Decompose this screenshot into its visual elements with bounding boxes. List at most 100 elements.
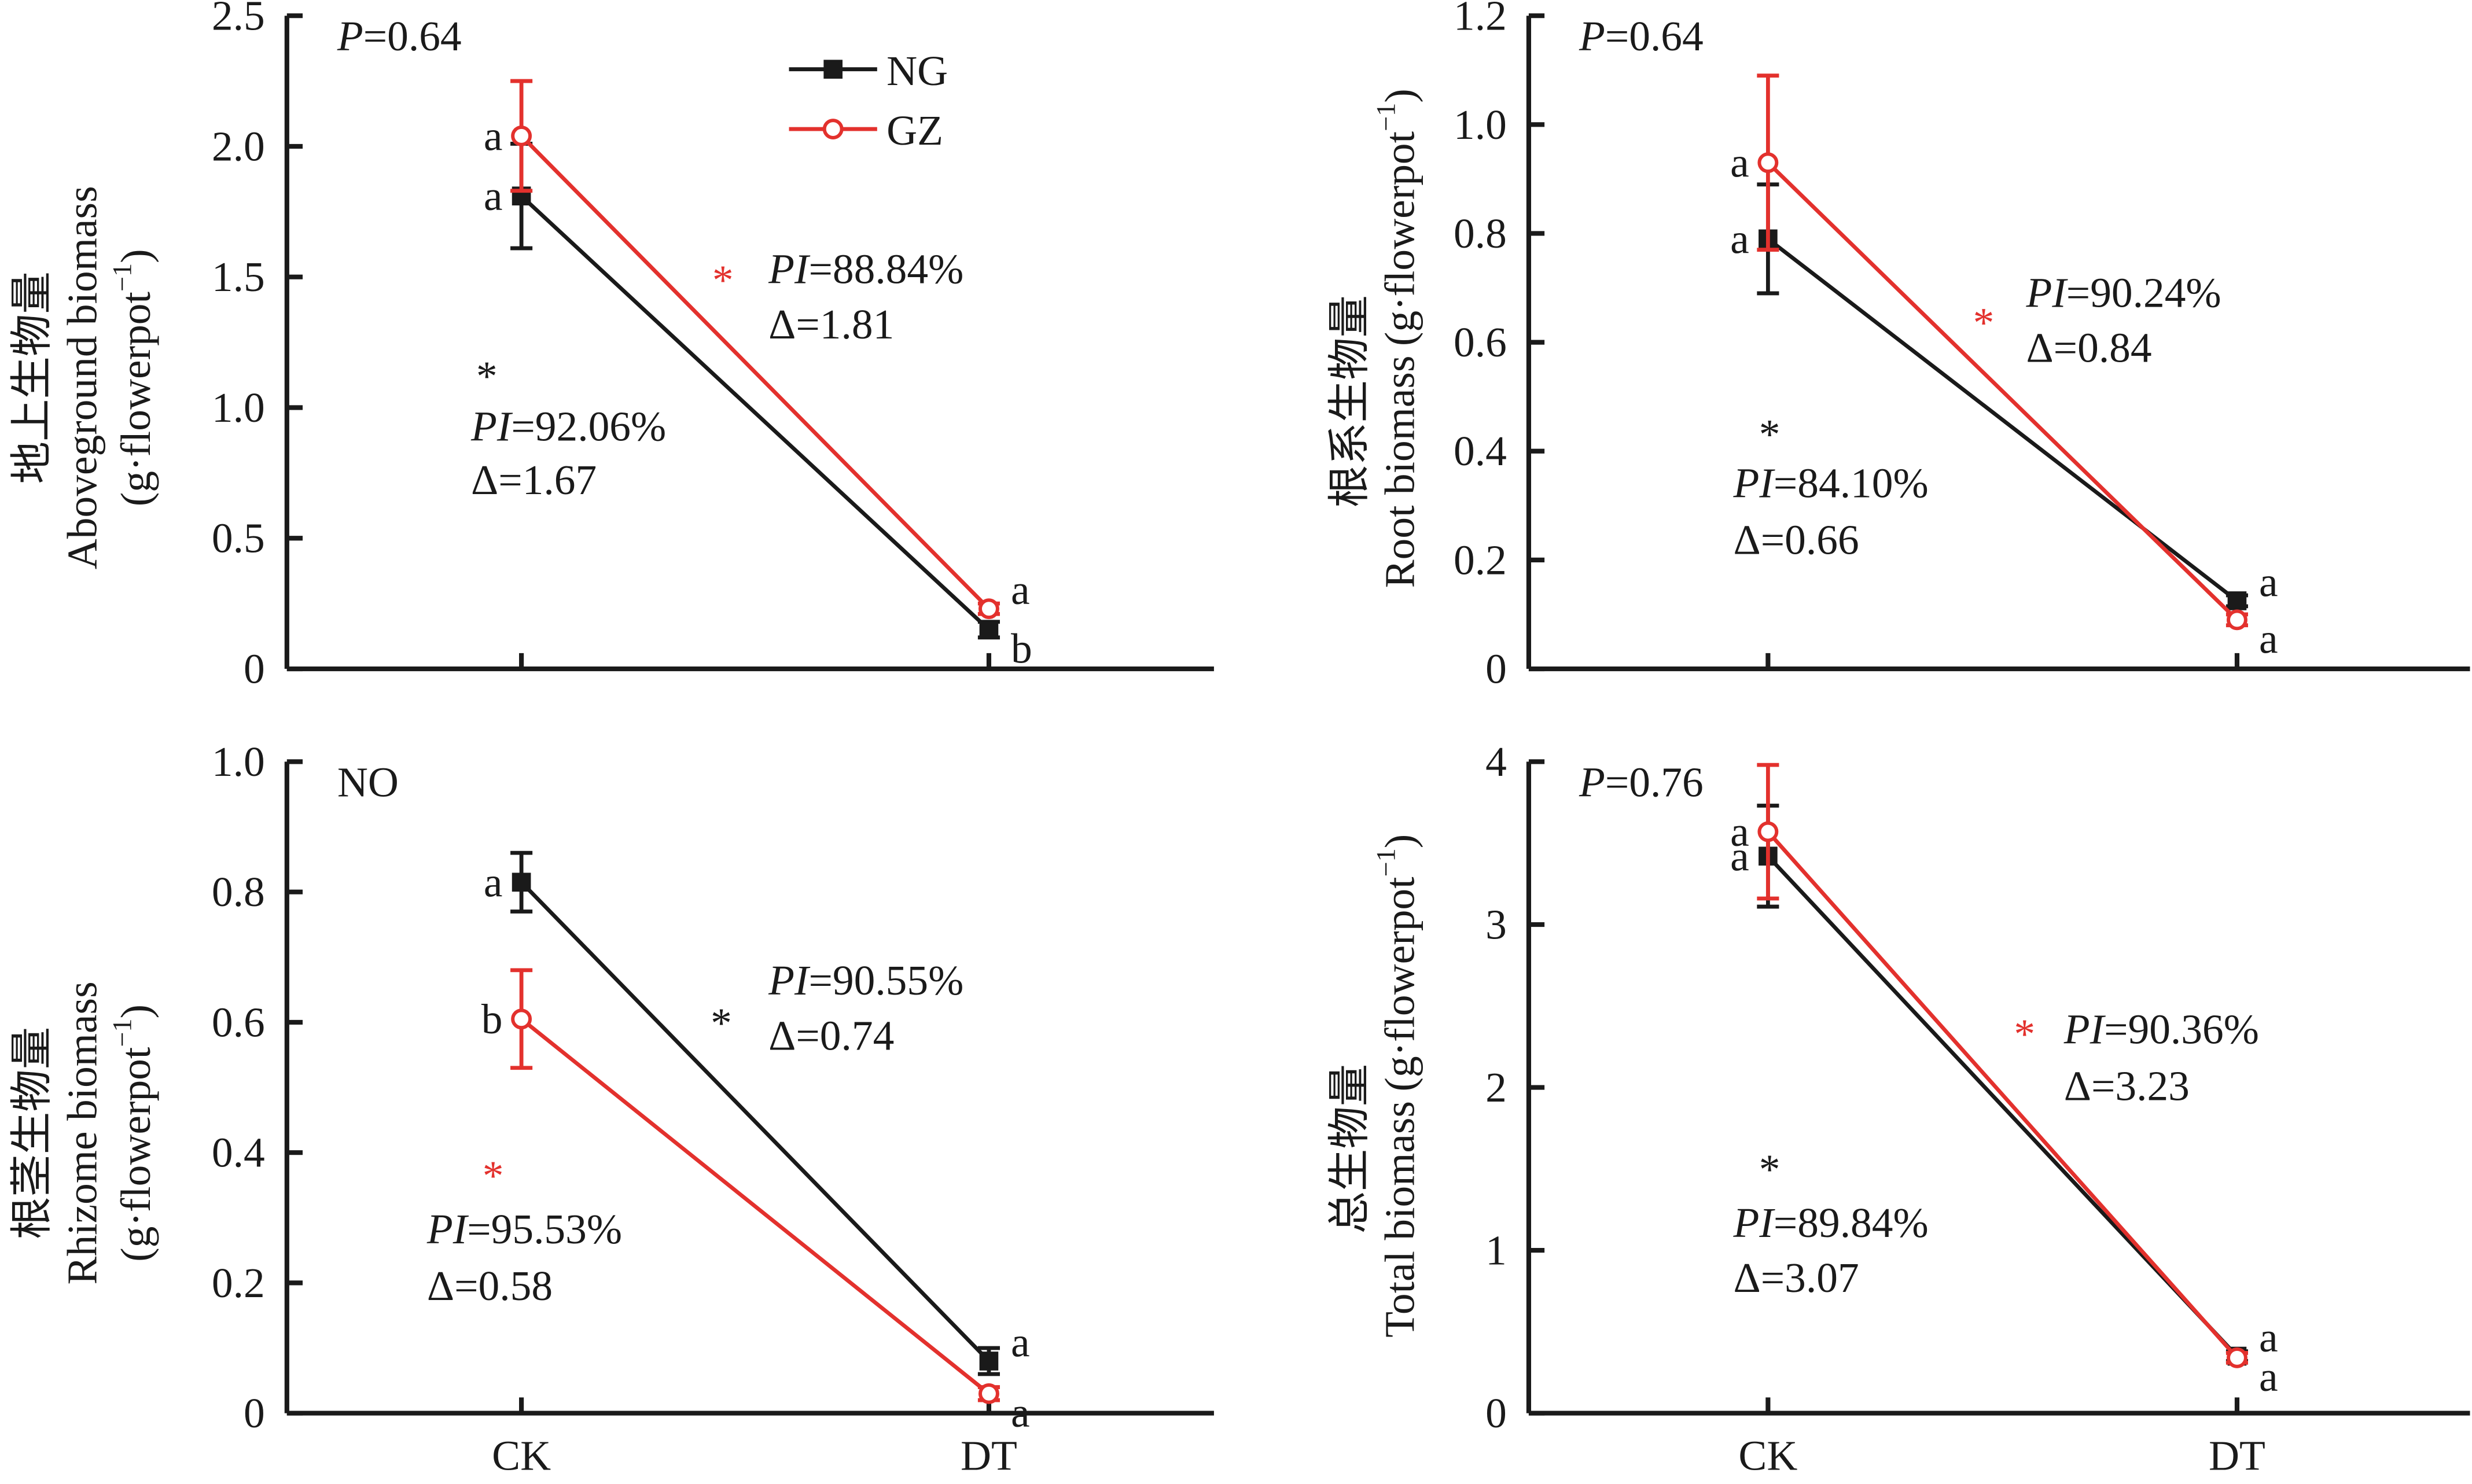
y-axis-label-line2: Total biomass (g·flowerpot−1): [1372, 834, 1423, 1338]
data-point-gz: [978, 598, 999, 620]
significance-star: *: [476, 353, 498, 400]
y-axis-label-unit: (g·flowerpot−1): [108, 1004, 160, 1262]
significance-letter: a: [2259, 1314, 2278, 1361]
significance-letter: a: [1730, 808, 1749, 855]
y-tick-label: 0.2: [212, 1260, 265, 1306]
y-tick-label: 0: [244, 1390, 265, 1437]
significance-letter: a: [1730, 215, 1749, 262]
pi-text: PI=92.06%: [470, 403, 666, 450]
series-GZ: aa: [484, 79, 1030, 620]
pi-value: =89.84%: [1774, 1199, 1929, 1246]
y-axis-label-unit: (g·flowerpot−1): [108, 249, 160, 506]
y-axis-label-cn: 根茎生物量: [9, 1027, 56, 1239]
unit-text: (g·flowerpot: [1376, 877, 1423, 1091]
p-symbol: P: [337, 13, 363, 60]
significance-letter: a: [2259, 558, 2278, 605]
y-axis-label-cn: 根系生物量: [1326, 295, 1373, 507]
unit-close: ): [112, 1004, 159, 1018]
y-tick-label: 1.5: [212, 253, 265, 300]
y-axis-label: 根茎生物量 Rhizome biomass (g·flowerpot−1): [9, 981, 160, 1284]
label-en: Total biomass: [1376, 1101, 1423, 1338]
y-tick-label: 0: [1485, 1390, 1507, 1437]
p-value-label: P=0.64: [337, 13, 462, 60]
pi-symbol: PI: [470, 403, 513, 450]
p-value-label: NO: [337, 758, 399, 805]
unit-superscript: −1: [1372, 848, 1401, 877]
significance-star: *: [1973, 299, 1995, 346]
significance-letter: a: [1011, 566, 1030, 613]
legend-item-NG: NG: [789, 47, 948, 94]
delta-text: Δ=1.81: [768, 301, 894, 348]
data-point-gz: [1757, 152, 1779, 174]
pi-value: =90.55%: [808, 957, 963, 1004]
pi-symbol: PI: [2025, 269, 2068, 316]
unit-text: (g·flowerpot: [112, 1047, 159, 1262]
p-value-label: P=0.64: [1579, 13, 1704, 60]
p-value: =0.76: [1605, 758, 1704, 805]
pi-annotation-GZ: * PI=95.53% Δ=0.58: [426, 1152, 622, 1309]
unit-superscript: −1: [108, 263, 138, 292]
data-point-gz: [978, 1383, 999, 1404]
y-tick-label: 1.0: [212, 384, 265, 431]
significance-star: *: [711, 1000, 732, 1047]
y-tick-label: 0: [244, 645, 265, 692]
x-tick-label: CK: [492, 1433, 551, 1479]
pi-value: =84.10%: [1774, 460, 1929, 507]
pi-symbol: PI: [1733, 1199, 1776, 1246]
pi-text: PI=95.53%: [426, 1206, 622, 1253]
x-tick-label: DT: [961, 1433, 1017, 1479]
pi-text: PI=90.24%: [2025, 269, 2221, 316]
y-tick-label: 0.8: [1454, 210, 1507, 257]
y-tick-label: 1.0: [1454, 101, 1507, 148]
unit-superscript: −1: [108, 1018, 138, 1047]
y-tick-label: 0.4: [1454, 428, 1507, 474]
data-point-ng: [979, 1352, 999, 1371]
y-tick-label: 1.2: [1454, 0, 1507, 39]
x-tick-label: DT: [2209, 1433, 2265, 1479]
data-point-ng: [512, 872, 531, 892]
y-tick-label: 0.4: [212, 1129, 265, 1176]
unit-close: ): [112, 249, 159, 263]
series-GZ: aa: [1730, 763, 2278, 1400]
legend-item-GZ: GZ: [789, 107, 943, 154]
y-tick-label: 0.8: [212, 868, 265, 915]
legend-marker-circle: [822, 119, 844, 139]
panel-bottom-right: 0 1 2 3 4 CK DT 总生物量 Total biomass (g·flowerpot−1…: [1326, 738, 2470, 1479]
delta-text: Δ=3.23: [2064, 1062, 2190, 1109]
y-axis-label: 根系生物量: [1326, 295, 1373, 507]
panel-bottom-left: 0 0.2 0.4 0.6 0.8 1.0 CK DT 根茎生物量 Rhizome biomass…: [9, 738, 1214, 1479]
delta-text: Δ=0.84: [2026, 325, 2151, 371]
pi-annotation-NG: *PI=84.10% Δ=0.66: [1733, 411, 1929, 563]
legend-label: NG: [886, 47, 948, 94]
pi-text: PI=90.55%: [768, 957, 963, 1004]
data-point-gz: [2226, 1347, 2247, 1368]
legend-label: GZ: [886, 107, 943, 154]
y-tick-label: 0: [1485, 645, 1507, 692]
pi-symbol: PI: [2063, 1006, 2106, 1052]
significance-letter: a: [2259, 1353, 2278, 1400]
series-line: [1766, 830, 2239, 1360]
y-tick-label: 0.2: [1454, 536, 1507, 583]
x-tick-label: CK: [1738, 1433, 1797, 1479]
significance-letter: a: [1011, 1389, 1030, 1436]
series-NG: aa: [484, 850, 1030, 1376]
legend: NG GZ: [789, 47, 948, 154]
significance-letter: a: [484, 859, 503, 905]
pi-annotation-NG: *PI=92.06% Δ=1.67: [470, 353, 666, 504]
pi-text: PI=89.84%: [1733, 1199, 1929, 1246]
y-axis-label-cn: 地上生物量: [9, 271, 56, 484]
significance-letter: a: [484, 112, 503, 159]
y-axis-label-en: Aboveground biomass: [59, 186, 106, 569]
series-GZ: ba: [481, 968, 1030, 1436]
significance-letter: a: [484, 172, 503, 219]
significance-star: *: [1759, 1146, 1781, 1192]
data-point-gz: [1757, 821, 1779, 842]
pi-symbol: PI: [768, 957, 811, 1004]
series-line: [520, 194, 991, 631]
significance-letter: a: [2259, 615, 2278, 662]
pi-value: =90.24%: [2066, 269, 2221, 316]
y-tick-label: 2: [1485, 1064, 1507, 1111]
significance-star: *: [712, 257, 734, 304]
series-line: [1767, 161, 2239, 621]
pi-value: =88.84%: [808, 246, 963, 293]
